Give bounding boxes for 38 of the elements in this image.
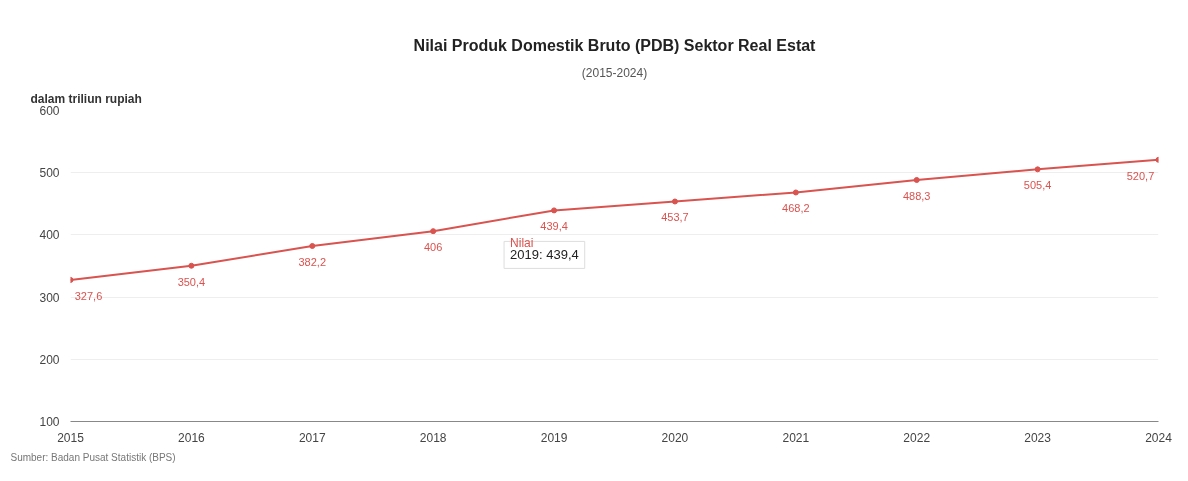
x-tick-label: 2021 (782, 430, 810, 445)
point (792, 189, 799, 196)
data-label: 406 (423, 241, 443, 254)
data-label: 382,2 (298, 255, 327, 268)
data-label: 505,4 (1023, 179, 1052, 192)
x-tick-label: 2024 (1145, 430, 1173, 445)
x-tick-label: 2018 (419, 430, 447, 445)
y-tick-label: 100 (39, 415, 60, 429)
y-tick-label: 200 (39, 352, 60, 367)
y-tick-label: 400 (39, 228, 60, 243)
data-label: 439,4 (540, 220, 568, 233)
point (551, 207, 558, 214)
x-tick-label: 2016 (178, 430, 206, 445)
point (430, 228, 437, 235)
y-tick-label: 600 (39, 104, 60, 118)
x-tick-label: 2017 (298, 430, 326, 445)
point (1034, 166, 1041, 173)
data-label: 453,7 (661, 211, 689, 224)
x-tick-label: 2019 (540, 430, 568, 445)
data-label: 350,4 (177, 275, 206, 288)
x-tick-label: 2020 (661, 430, 689, 445)
chart-subtitle: (2015-2024) (581, 65, 648, 80)
text: Sumber: Badan Pusat Statistik (BPS) (10, 451, 176, 463)
chart-title: Nilai Produk Domestik Bruto (PDB) Sektor Real Estat (413, 36, 817, 54)
x-tick-label: 2023 (1024, 430, 1052, 445)
data-label: 468,2 (782, 202, 810, 215)
data-label: 488,3 (902, 189, 931, 202)
point (913, 176, 920, 183)
y-axis-title: dalam triliun rupiah (30, 91, 142, 106)
data-label: 327,6 (74, 289, 103, 302)
y-tick-label: 300 (39, 290, 60, 305)
point (188, 262, 195, 269)
data-label: 520,7 (1126, 169, 1155, 182)
point (309, 242, 316, 249)
x-tick-label: 2015 (57, 430, 85, 445)
point (671, 198, 678, 205)
x-tick-label: 2022 (903, 430, 931, 445)
y-tick-label: 500 (39, 166, 60, 181)
